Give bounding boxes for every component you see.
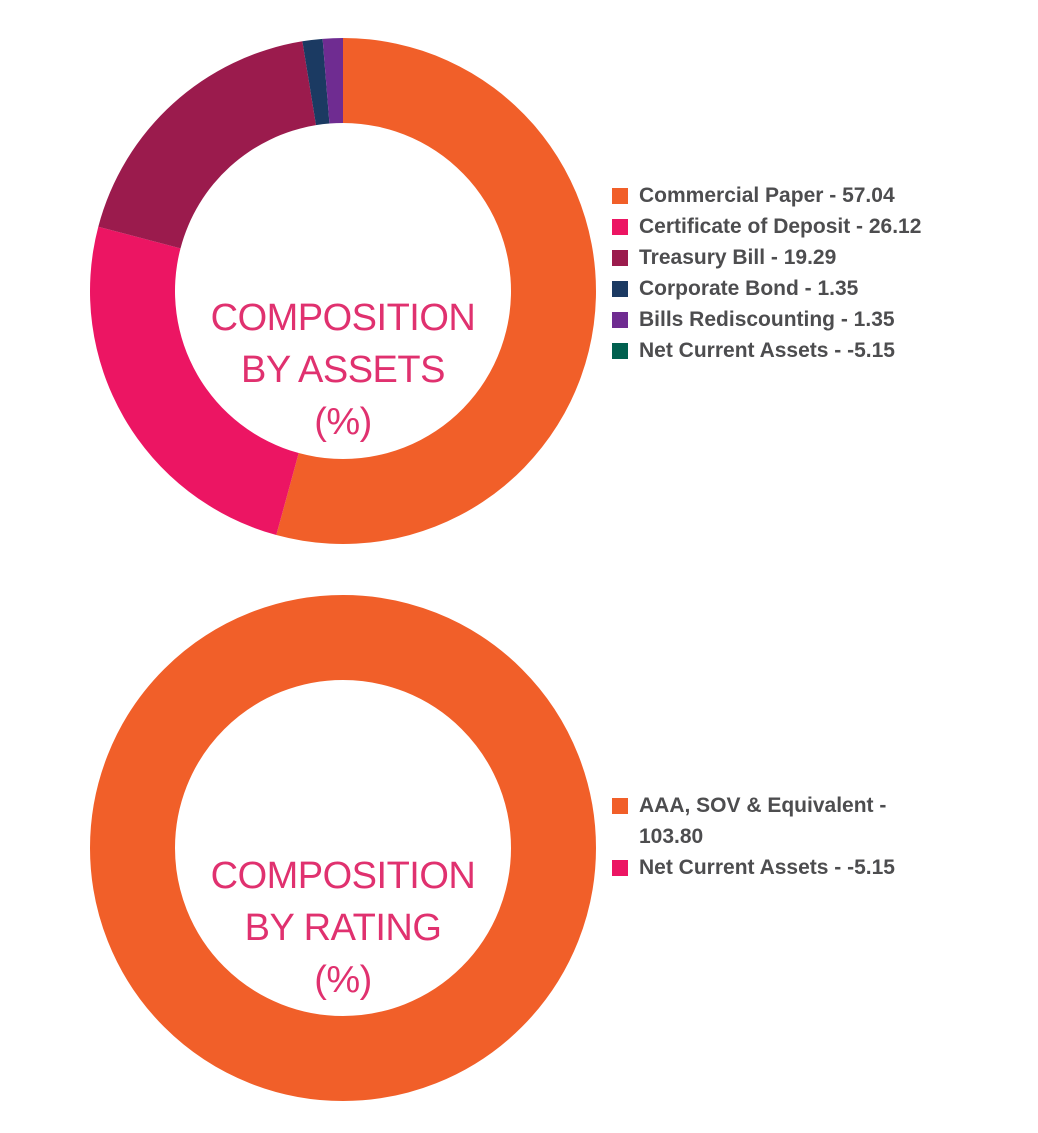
legend-item-commercial-paper: Commercial Paper - 57.04	[612, 180, 1012, 211]
rating-center-line-3: (%)	[314, 959, 372, 1001]
legend-swatch	[612, 860, 628, 876]
assets-center-title: COMPOSITION BY ASSETS (%)	[173, 292, 513, 448]
legend-swatch	[612, 798, 628, 814]
legend-item-corporate-bond: Corporate Bond - 1.35	[612, 273, 1012, 304]
assets-center-line-1: COMPOSITION	[210, 297, 476, 339]
composition-by-assets-chart: COMPOSITION BY ASSETS (%) Commercial Pap…	[0, 0, 1038, 560]
legend-swatch	[612, 219, 628, 235]
slice-corporate-bond	[302, 38, 330, 126]
legend-swatch	[612, 343, 628, 359]
assets-legend: Commercial Paper - 57.04 Certificate of …	[612, 180, 1012, 366]
legend-swatch	[612, 312, 628, 328]
legend-label: Commercial Paper - 57.04	[639, 184, 895, 207]
rating-donut	[90, 595, 596, 1101]
slice-commercial-paper	[276, 38, 596, 544]
legend-item-net-current-assets: Net Current Assets - -5.15	[612, 852, 942, 883]
rating-center-title: COMPOSITION BY RATING (%)	[173, 850, 513, 1006]
assets-donut	[90, 38, 596, 544]
legend-item-aaa-sov-equivalent: AAA, SOV & Equivalent - 103.80	[612, 790, 942, 852]
legend-label: Treasury Bill - 19.29	[639, 246, 837, 269]
legend-label: Certificate of Deposit - 26.12	[639, 215, 922, 238]
legend-label: Bills Rediscounting - 1.35	[639, 308, 895, 331]
legend-swatch	[612, 250, 628, 266]
rating-center-line-1: COMPOSITION	[210, 855, 476, 897]
legend-label: Net Current Assets - -5.15	[639, 339, 895, 362]
legend-item-certificate-of-deposit: Certificate of Deposit - 26.12	[612, 211, 1012, 242]
slice-aaa-sov-equivalent	[90, 595, 596, 1101]
composition-by-rating-chart: COMPOSITION BY RATING (%) AAA, SOV & Equ…	[0, 560, 1038, 1133]
legend-label: Corporate Bond - 1.35	[639, 277, 859, 300]
legend-item-net-current-assets: Net Current Assets - -5.15	[612, 335, 1012, 366]
assets-center-line-2: BY ASSETS	[241, 349, 445, 391]
legend-swatch	[612, 281, 628, 297]
legend-swatch	[612, 188, 628, 204]
rating-legend: AAA, SOV & Equivalent - 103.80 Net Curre…	[612, 790, 942, 883]
assets-center-line-3: (%)	[314, 401, 372, 443]
legend-label: Net Current Assets - -5.15	[639, 856, 895, 879]
slice-treasury-bill	[98, 41, 317, 249]
slice-bills-rediscounting	[322, 38, 343, 124]
slice-certificate-of-deposit	[90, 226, 299, 536]
legend-label: AAA, SOV & Equivalent - 103.80	[639, 794, 887, 848]
legend-item-treasury-bill: Treasury Bill - 19.29	[612, 242, 1012, 273]
rating-center-line-2: BY RATING	[244, 907, 442, 949]
legend-item-bills-rediscounting: Bills Rediscounting - 1.35	[612, 304, 1012, 335]
